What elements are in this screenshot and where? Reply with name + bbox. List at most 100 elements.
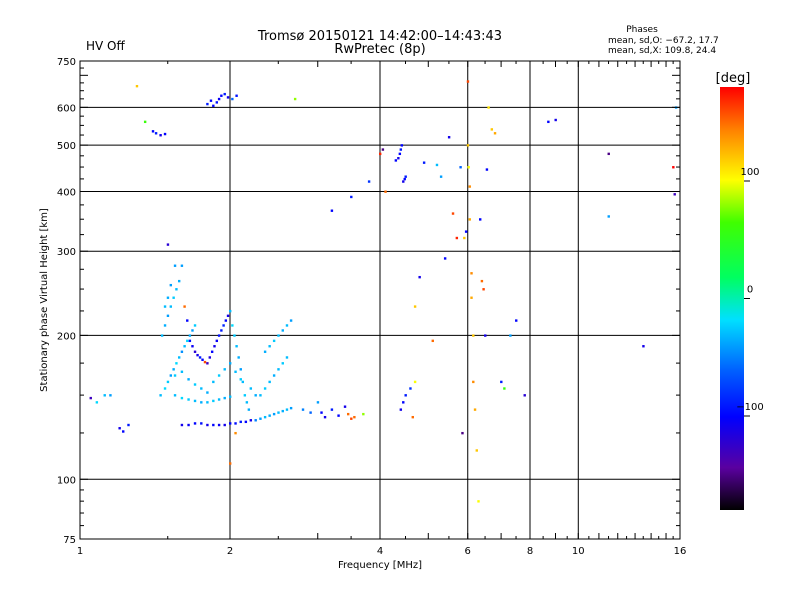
data-point (175, 362, 178, 365)
data-point (397, 157, 400, 160)
data-point (220, 94, 223, 97)
data-point (241, 380, 245, 384)
data-point (487, 106, 490, 109)
data-point (188, 334, 192, 337)
data-point (464, 230, 468, 233)
data-point (163, 305, 167, 308)
data-point (285, 356, 289, 359)
x-axis-label: Frequency [MHz] (338, 560, 422, 571)
data-point (473, 408, 477, 411)
data-point (523, 394, 526, 397)
data-point (226, 96, 230, 99)
data-point (381, 148, 385, 151)
data-point (220, 329, 223, 332)
x-tick-label: 16 (674, 546, 687, 557)
data-point (289, 319, 293, 322)
chart-subtitle: RwPretec (8p) (334, 42, 425, 57)
data-point (263, 350, 267, 353)
data-point (404, 394, 407, 397)
data-point (475, 449, 478, 452)
data-point (231, 97, 234, 101)
data-point (166, 296, 170, 299)
data-point (409, 387, 412, 390)
data-point (217, 334, 221, 337)
colorbar-tick-label: 100 (740, 167, 759, 178)
data-point (186, 339, 189, 343)
data-point (480, 279, 484, 283)
data-point (235, 94, 238, 97)
data-point (479, 218, 482, 221)
data-point (183, 345, 186, 348)
data-point (467, 166, 470, 169)
data-point (239, 378, 242, 381)
data-point (186, 319, 189, 322)
data-point (212, 104, 215, 108)
data-point (289, 406, 293, 410)
data-point (443, 257, 447, 260)
data-point (343, 405, 347, 408)
colorbar (720, 87, 744, 510)
data-point (384, 190, 387, 193)
data-point (490, 128, 494, 131)
phases-title: Phases (626, 25, 658, 35)
data-point (200, 422, 203, 425)
data-point (177, 356, 181, 359)
data-point (177, 279, 181, 283)
colorbar-unit: [deg] (716, 71, 751, 86)
data-point (193, 324, 197, 327)
data-point (169, 283, 173, 287)
data-point (223, 92, 226, 96)
data-point (109, 394, 112, 397)
data-point (239, 368, 242, 371)
data-point (394, 159, 398, 162)
data-point (151, 130, 155, 133)
data-point (435, 163, 439, 167)
data-point (607, 152, 610, 156)
data-point (249, 387, 253, 390)
data-point (316, 401, 320, 404)
data-point (166, 314, 170, 318)
data-point (281, 329, 284, 332)
data-point (472, 380, 475, 384)
data-point (122, 430, 125, 433)
data-point (330, 209, 334, 212)
data-point (217, 97, 221, 101)
data-point (346, 412, 350, 416)
data-point (217, 398, 221, 401)
data-point (193, 422, 197, 425)
data-point (398, 152, 402, 156)
y-tick-label: 200 (57, 331, 76, 342)
data-point (509, 334, 512, 337)
data-point (173, 264, 177, 267)
data-point (206, 391, 209, 394)
data-point (226, 314, 230, 318)
data-point (180, 370, 184, 373)
data-point (399, 148, 403, 151)
data-point (468, 218, 471, 221)
data-point (95, 401, 99, 404)
data-point (272, 339, 276, 343)
data-point (484, 334, 487, 337)
data-point (353, 415, 356, 419)
data-point (229, 462, 232, 465)
data-point (234, 431, 237, 435)
data-point (160, 334, 164, 337)
grid-lines (80, 61, 680, 539)
data-point (183, 305, 186, 308)
data-point (223, 368, 226, 371)
data-point (235, 345, 238, 348)
y-tick-label: 75 (63, 535, 76, 546)
data-point (673, 193, 676, 196)
data-point (350, 195, 353, 199)
colorbar-ticks: 100 0 −100 (736, 167, 764, 417)
data-point (272, 412, 276, 416)
data-point (259, 417, 262, 420)
data-point (169, 305, 173, 308)
data-point (503, 387, 506, 390)
x-axis: 1 2 4 6 8 10 16 (77, 61, 687, 557)
data-point (187, 378, 190, 381)
data-point (459, 166, 462, 169)
data-point (466, 80, 470, 83)
colorbar-tick-label: 0 (747, 285, 753, 296)
data-point (463, 236, 466, 240)
